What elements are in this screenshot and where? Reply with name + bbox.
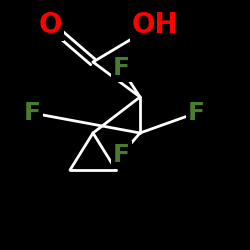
- Text: F: F: [24, 101, 40, 125]
- Text: F: F: [188, 101, 204, 125]
- Text: OH: OH: [132, 11, 178, 39]
- Text: O: O: [38, 11, 62, 39]
- Text: F: F: [112, 143, 130, 167]
- Text: F: F: [112, 56, 130, 80]
